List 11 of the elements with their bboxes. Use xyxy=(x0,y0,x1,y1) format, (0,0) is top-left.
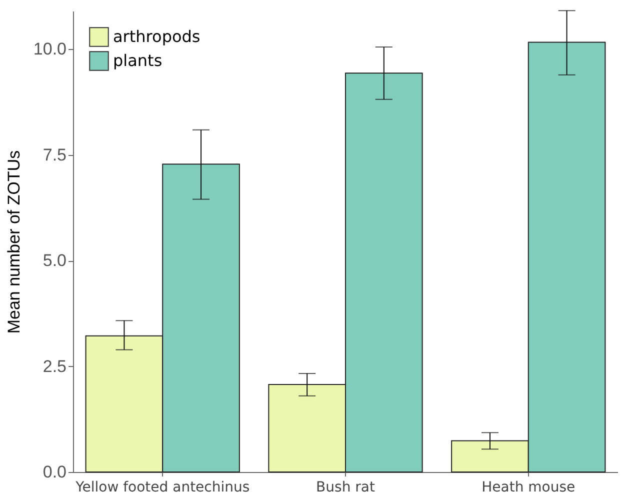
x-tick-label: Yellow footed antechinus xyxy=(74,480,250,496)
y-tick-label: 0.0 xyxy=(42,462,66,482)
legend-label: plants xyxy=(113,51,162,70)
y-tick-label: 10.0 xyxy=(33,40,66,59)
legend-label: arthropods xyxy=(113,27,200,46)
y-axis-title: Mean number of ZOTUs xyxy=(4,150,24,334)
y-tick-label: 5.0 xyxy=(42,251,66,270)
y-tick-label: 7.5 xyxy=(42,145,66,164)
x-tick-label: Bush rat xyxy=(316,480,376,496)
y-tick-label: 2.5 xyxy=(42,356,66,376)
x-tick-label: Heath mouse xyxy=(482,480,576,496)
